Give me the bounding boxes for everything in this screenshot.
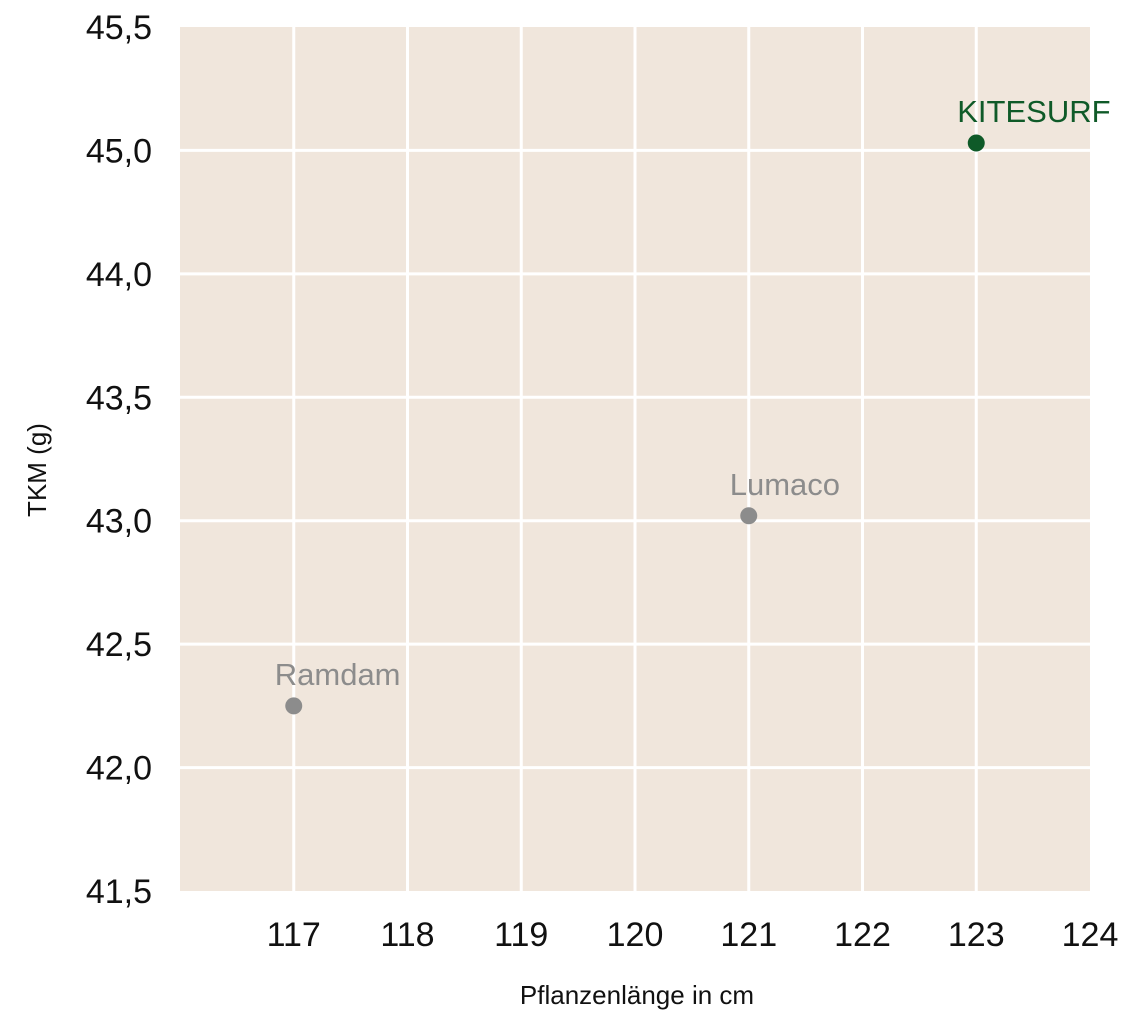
y-tick-label: 45,0 [86, 132, 152, 170]
x-tick-label: 122 [834, 916, 891, 954]
x-axis-label: Pflanzenlänge in cm [520, 980, 754, 1010]
data-point [967, 134, 985, 152]
grid-lines [180, 27, 1090, 891]
x-tick-label: 120 [607, 916, 664, 954]
x-tick-label: 119 [494, 916, 548, 954]
y-tick-label: 42,0 [86, 750, 152, 788]
x-tick-label: 117 [267, 916, 321, 954]
y-tick-label: 42,5 [86, 626, 152, 664]
y-tick-label: 43,0 [86, 503, 152, 541]
data-point [285, 697, 303, 715]
y-tick-labels: 41,5 42,0 42,5 43,0 43,5 44,0 45,0 45,5 [86, 9, 152, 911]
x-tick-label: 121 [720, 916, 777, 954]
x-tick-label: 124 [1062, 916, 1119, 954]
data-points: Ramdam Lumaco KITESURF [275, 94, 1111, 715]
y-tick-label: 45,5 [86, 9, 152, 47]
y-tick-label: 41,5 [86, 873, 152, 911]
x-tick-label: 118 [380, 916, 434, 954]
data-point-label: Lumaco [730, 467, 840, 502]
y-axis-label: TKM (g) [22, 423, 52, 517]
y-tick-label: 44,0 [86, 256, 152, 294]
data-point-label: Ramdam [275, 657, 401, 692]
data-point-label: KITESURF [957, 94, 1110, 129]
y-tick-label: 43,5 [86, 379, 152, 417]
x-tick-label: 123 [948, 916, 1005, 954]
x-tick-labels: 117 118 119 120 121 122 123 124 [267, 916, 1119, 954]
data-point [740, 507, 758, 525]
